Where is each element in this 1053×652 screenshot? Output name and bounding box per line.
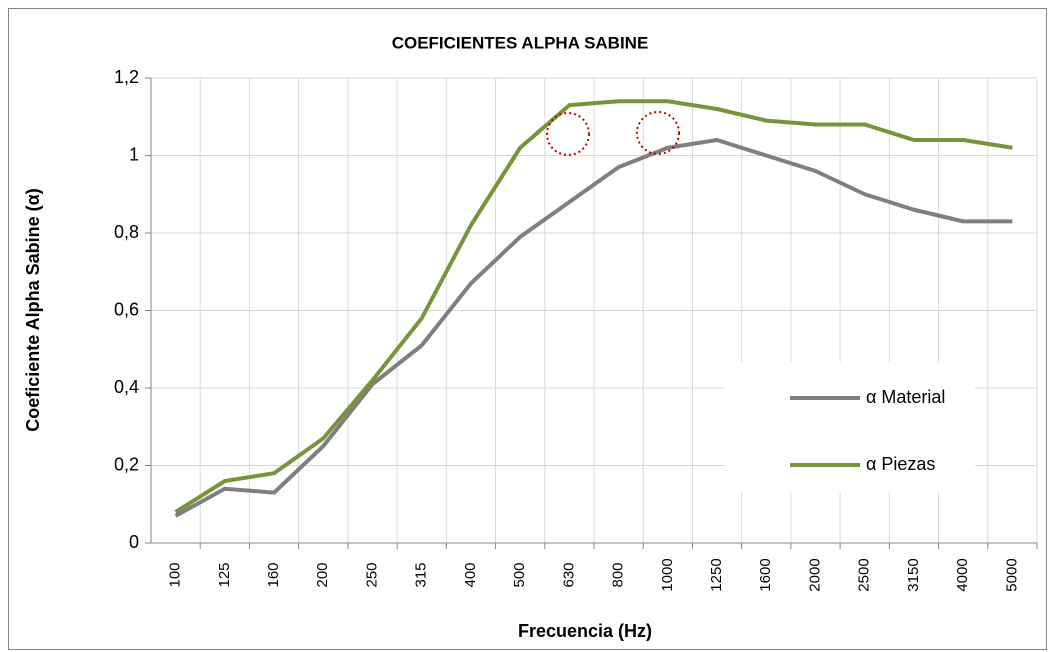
x-tick-label: 500 xyxy=(511,562,528,587)
x-tick-label: 3150 xyxy=(905,558,922,591)
y-tick-label: 1 xyxy=(129,144,139,164)
x-tick-label: 630 xyxy=(560,562,577,587)
x-tick-label: 5000 xyxy=(1003,558,1020,591)
x-tick-label: 800 xyxy=(610,562,627,587)
chart-border xyxy=(8,8,1047,650)
x-tick-label: 1000 xyxy=(659,558,676,591)
x-tick-label: 315 xyxy=(413,562,430,587)
x-axis-label: Frecuencia (Hz) xyxy=(518,621,652,641)
x-tick-label: 1600 xyxy=(757,558,774,591)
y-tick-label: 0,2 xyxy=(114,454,139,474)
y-axis-label: Coeficiente Alpha Sabine (α) xyxy=(23,188,43,431)
y-tick-label: 0,4 xyxy=(114,377,139,397)
x-tick-label: 125 xyxy=(216,562,233,587)
data-line xyxy=(174,99,1013,514)
y-tick-label: 0 xyxy=(129,532,139,552)
x-tick-label: 400 xyxy=(462,562,479,587)
x-tick-label: 100 xyxy=(167,562,184,587)
x-tick-label: 2500 xyxy=(856,558,873,591)
legend-label: α Piezas xyxy=(866,454,935,474)
x-tick-label: 4000 xyxy=(954,558,971,591)
y-tick-label: 0,8 xyxy=(114,222,139,242)
y-tick-label: 1,2 xyxy=(114,67,139,87)
data-line xyxy=(174,138,1013,518)
x-tick-label: 160 xyxy=(265,562,282,587)
legend-box xyxy=(725,362,975,492)
highlight-circle xyxy=(636,111,680,155)
x-tick-label: 250 xyxy=(363,562,380,587)
highlight-circle xyxy=(546,112,590,156)
x-tick-label: 2000 xyxy=(806,558,823,591)
y-tick-label: 0,6 xyxy=(114,299,139,319)
legend-label: α Material xyxy=(866,387,945,407)
x-tick-label: 200 xyxy=(314,562,331,587)
x-tick-label: 1250 xyxy=(708,558,725,591)
chart-title: COEFICIENTES ALPHA SABINE xyxy=(392,33,649,52)
legend: α Material α Piezas xyxy=(725,362,975,492)
